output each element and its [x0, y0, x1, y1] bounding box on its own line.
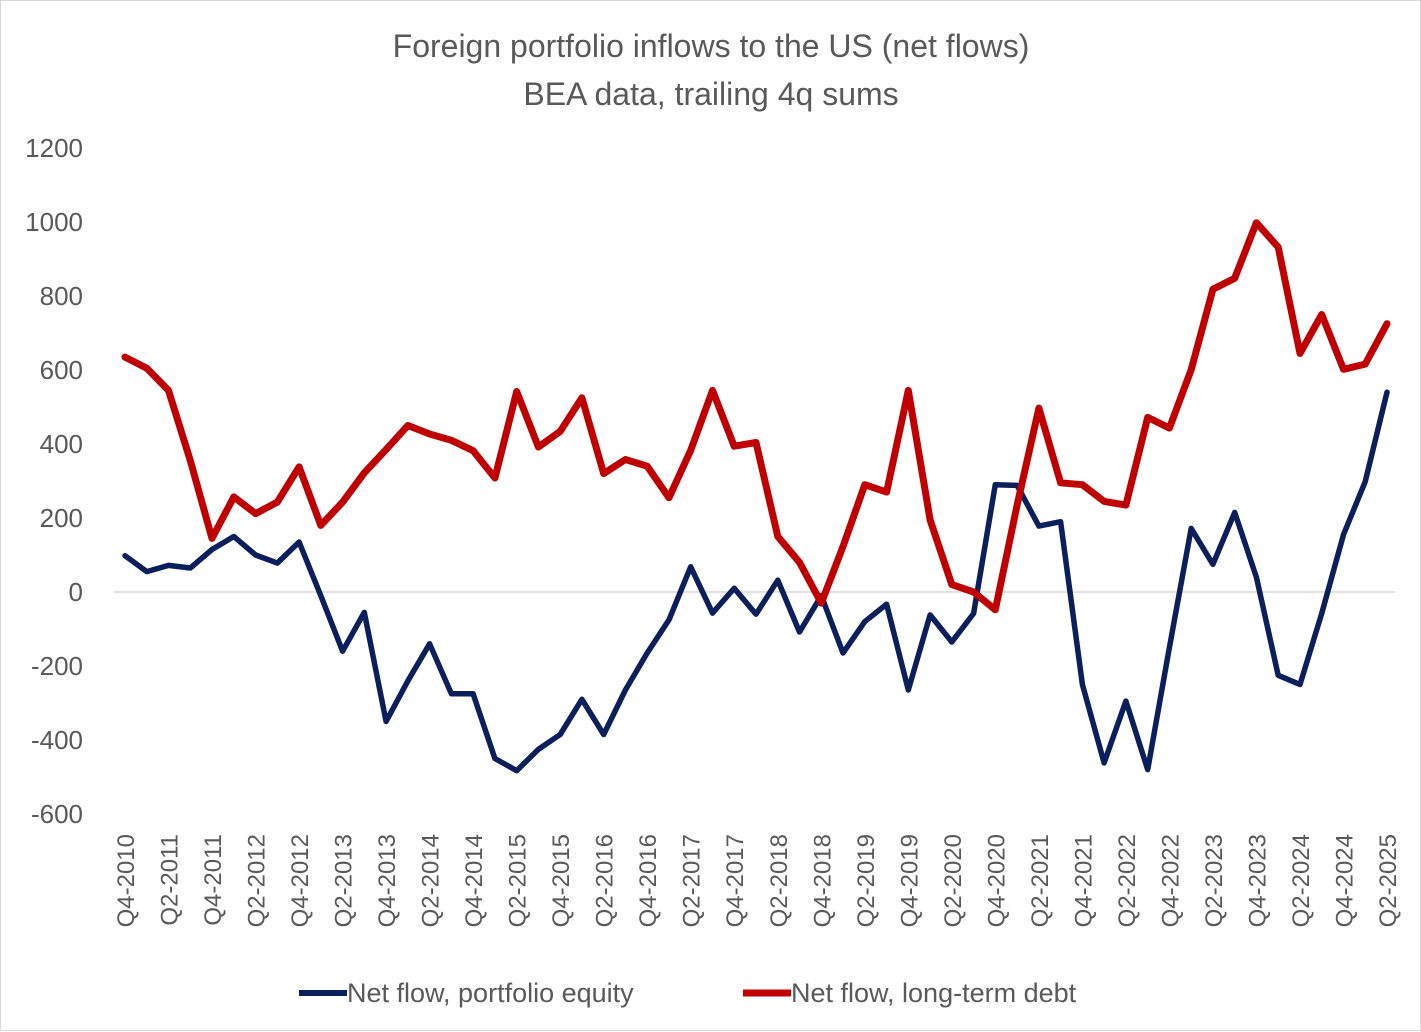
x-axis-ticks: Q4-2010 Q2-2011 Q4-2011 Q2-2012 Q4-2012 Q2-20…: [113, 834, 1402, 927]
x-tick-label: Q2-2015: [505, 834, 532, 927]
x-tick-label: Q4-2015: [548, 834, 575, 927]
x-tick-label: Q4-2013: [374, 834, 401, 927]
x-tick-label: Q4-2022: [1157, 834, 1184, 927]
x-tick-label: Q2-2014: [418, 834, 445, 927]
chart-subtitle: BEA data, trailing 4q sums: [523, 76, 898, 112]
x-tick-label: Q2-2021: [1027, 834, 1054, 927]
x-tick-label: Q4-2010: [113, 834, 140, 927]
legend-label-debt: Net flow, long-term debt: [791, 978, 1077, 1008]
x-tick-label: Q2-2018: [766, 834, 793, 927]
x-tick-label: Q2-2023: [1201, 834, 1228, 927]
x-tick-label: Q2-2020: [940, 834, 967, 927]
x-tick-label: Q2-2013: [331, 834, 358, 927]
y-tick-label: 600: [40, 355, 83, 385]
legend-label-equity: Net flow, portfolio equity: [347, 978, 634, 1008]
x-tick-label: Q2-2012: [244, 834, 271, 927]
x-tick-label: Q2-2019: [853, 834, 880, 927]
x-tick-label: Q2-2017: [679, 834, 706, 927]
x-tick-label: Q4-2018: [809, 834, 836, 927]
y-tick-label: 1000: [25, 207, 83, 237]
x-tick-label: Q4-2017: [722, 834, 749, 927]
x-tick-label: Q2-2011: [157, 834, 184, 926]
series-line-portfolio-equity: [122, 389, 1390, 774]
legend: Net flow, portfolio equity Net flow, lon…: [299, 978, 1077, 1008]
y-tick-label: 800: [40, 281, 83, 311]
y-tick-label: 1200: [25, 133, 83, 163]
x-tick-label: Q2-2024: [1288, 834, 1315, 927]
y-tick-label: 200: [40, 503, 83, 533]
y-tick-label: 400: [40, 429, 83, 459]
x-tick-label: Q4-2019: [896, 834, 923, 927]
y-tick-label: -600: [31, 799, 83, 829]
series-layer: [121, 219, 1391, 774]
x-tick-label: Q4-2023: [1244, 834, 1271, 927]
y-tick-label: -200: [31, 651, 83, 681]
x-tick-label: Q4-2020: [983, 834, 1010, 927]
x-tick-label: Q2-2016: [592, 834, 619, 927]
y-tick-label: -400: [31, 725, 83, 755]
x-tick-label: Q4-2012: [287, 834, 314, 927]
x-tick-label: Q4-2016: [635, 834, 662, 927]
x-tick-label: Q4-2011: [200, 834, 227, 926]
x-tick-label: Q2-2025: [1375, 834, 1402, 927]
x-tick-label: Q2-2022: [1114, 834, 1141, 927]
series-line-long-term-debt: [121, 219, 1391, 614]
chart-title: Foreign portfolio inflows to the US (net…: [393, 28, 1030, 64]
y-tick-label: 0: [69, 577, 83, 607]
x-tick-label: Q4-2021: [1070, 834, 1097, 927]
x-tick-label: Q4-2014: [461, 834, 488, 927]
y-axis-ticks: 1200 1000 800 600 400 200 0 -200 -400 -600: [25, 133, 83, 829]
x-tick-label: Q4-2024: [1331, 834, 1358, 927]
